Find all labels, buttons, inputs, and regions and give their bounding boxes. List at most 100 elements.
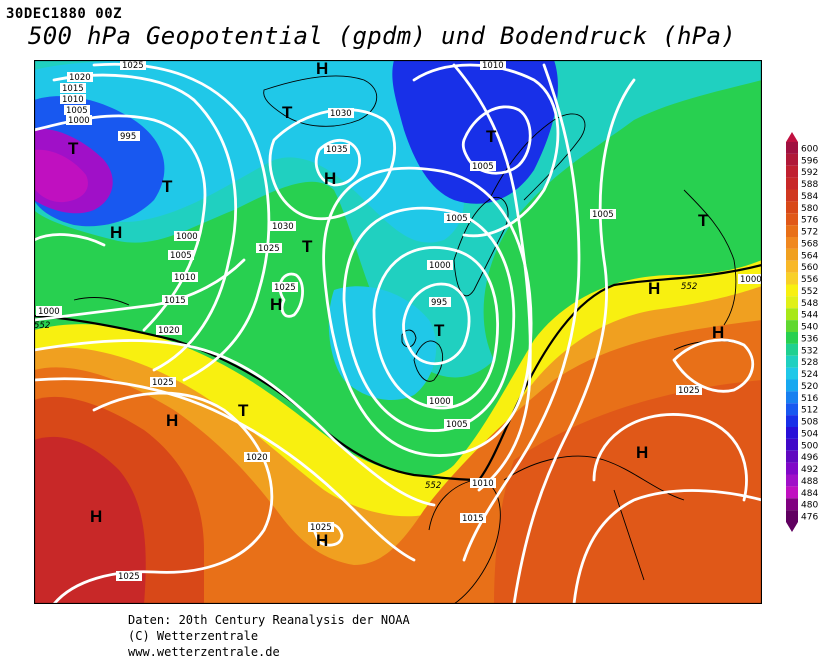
trough-blue-3 <box>328 286 437 400</box>
pressure-centers: H T T H T T H T H T H H H T H H H T H H <box>68 60 724 550</box>
isobar-label: 1025 <box>152 378 174 388</box>
isobar-label: 1020 <box>69 73 91 83</box>
legend-level-label: 476 <box>801 513 818 523</box>
legend-swatch <box>786 308 798 321</box>
isobar-label: 1005 <box>66 106 88 116</box>
legend-arrow-top <box>786 132 798 142</box>
isobar-label: 1005 <box>446 420 468 430</box>
low-pressure-symbol: T <box>486 127 497 146</box>
legend-level-label: 520 <box>801 382 818 392</box>
legend-level-label: 500 <box>801 441 818 451</box>
legend-swatch <box>786 391 798 404</box>
legend-level-label: 508 <box>801 418 818 428</box>
legend-swatch <box>786 355 798 368</box>
legend-swatch <box>786 213 798 226</box>
legend-level-label: 528 <box>801 358 818 368</box>
data-source-text: Daten: 20th Century Reanalysis der NOAA <box>128 613 410 627</box>
legend-level-label: 488 <box>801 477 818 487</box>
isobar-label: 1000 <box>68 116 90 126</box>
isobar-label: 1035 <box>326 145 348 155</box>
isobar-label: 1025 <box>310 523 332 533</box>
legend-swatch <box>786 142 798 154</box>
trough-magenta <box>34 149 88 203</box>
legend-swatch <box>786 415 798 427</box>
isobar-label: 1000 <box>176 232 198 242</box>
legend-swatch <box>786 260 798 273</box>
legend-swatch <box>786 438 798 451</box>
legend-swatch <box>786 332 798 344</box>
isobar-label: 1000 <box>429 261 451 271</box>
isobar-label: 1010 <box>62 95 84 105</box>
legend-swatch <box>786 343 798 356</box>
legend-swatch <box>786 486 798 499</box>
legend-swatch <box>786 225 798 237</box>
legend-level-label: 504 <box>801 429 818 439</box>
isobar-label: 1010 <box>472 479 494 489</box>
isobar-label: 1015 <box>164 296 186 306</box>
legend-swatch <box>786 379 798 392</box>
legend-level-label: 592 <box>801 168 818 178</box>
map-datetime: 30DEC1880 00Z <box>6 6 123 22</box>
legend-swatch <box>786 237 798 249</box>
isobar-label: 1000 <box>38 307 60 317</box>
isobar-label: 1030 <box>330 109 352 119</box>
legend-level-label: 484 <box>801 489 818 499</box>
legend-level-label: 572 <box>801 228 818 238</box>
ridge-red <box>34 436 146 604</box>
legend-level-label: 584 <box>801 192 818 202</box>
legend-swatch <box>786 367 798 380</box>
high-pressure-symbol: H <box>270 295 282 314</box>
legend-level-label: 496 <box>801 453 818 463</box>
contour-label-552: 552 <box>425 481 441 491</box>
isobar-label: 1015 <box>62 84 84 94</box>
legend-swatch <box>786 450 798 463</box>
isobar-label: 1010 <box>482 61 504 71</box>
map-frame <box>34 60 762 604</box>
legend-swatch <box>786 165 798 178</box>
isobar-label: 1025 <box>274 283 296 293</box>
legend-level-label: 560 <box>801 263 818 273</box>
legend-level-label: 492 <box>801 465 818 475</box>
isobar-label: 1020 <box>158 326 180 336</box>
low-pressure-symbol: T <box>698 211 709 230</box>
legend-swatch <box>786 320 798 332</box>
legend-level-label: 536 <box>801 334 818 344</box>
legend-swatch <box>786 177 798 190</box>
ridge-orange-east <box>494 380 762 604</box>
legend-level-label: 540 <box>801 323 818 333</box>
isobar-label: 1005 <box>592 210 614 220</box>
isobar-label: 1020 <box>246 453 268 463</box>
legend-level-label: 564 <box>801 251 818 261</box>
isobar-label: 1005 <box>446 214 468 224</box>
legend-level-label: 524 <box>801 370 818 380</box>
high-pressure-symbol: H <box>110 223 122 242</box>
low-pressure-symbol: T <box>238 401 249 420</box>
legend-swatch <box>786 248 798 261</box>
high-pressure-symbol: H <box>316 60 328 78</box>
contour-label-552: 552 <box>34 321 50 331</box>
isobar-labels: 1025 1010 1020 1015 1010 1005 1000 995 1… <box>34 60 762 582</box>
low-pressure-symbol: T <box>162 177 173 196</box>
isobar-label: 995 <box>120 132 136 142</box>
legend-swatch <box>786 189 798 202</box>
legend-swatch <box>786 284 798 297</box>
low-pressure-symbol: T <box>434 321 445 340</box>
legend-level-label: 532 <box>801 346 818 356</box>
isobar-label: 1005 <box>472 162 494 172</box>
legend-level-label: 544 <box>801 311 818 321</box>
isobars <box>34 62 762 604</box>
isobar-label: 1025 <box>678 386 700 396</box>
legend-level-label: 568 <box>801 239 818 249</box>
low-pressure-symbol: T <box>282 103 293 122</box>
legend-swatch <box>786 498 798 511</box>
legend-swatch <box>786 272 798 285</box>
isobar-label: 1030 <box>272 222 294 232</box>
high-pressure-symbol: H <box>90 507 102 526</box>
legend-swatch <box>786 510 798 522</box>
isobar-label: 995 <box>431 298 447 308</box>
legend-level-label: 600 <box>801 144 818 154</box>
low-pressure-symbol: T <box>68 139 79 158</box>
isobar-label: 1000 <box>429 397 451 407</box>
high-pressure-symbol: H <box>166 411 178 430</box>
